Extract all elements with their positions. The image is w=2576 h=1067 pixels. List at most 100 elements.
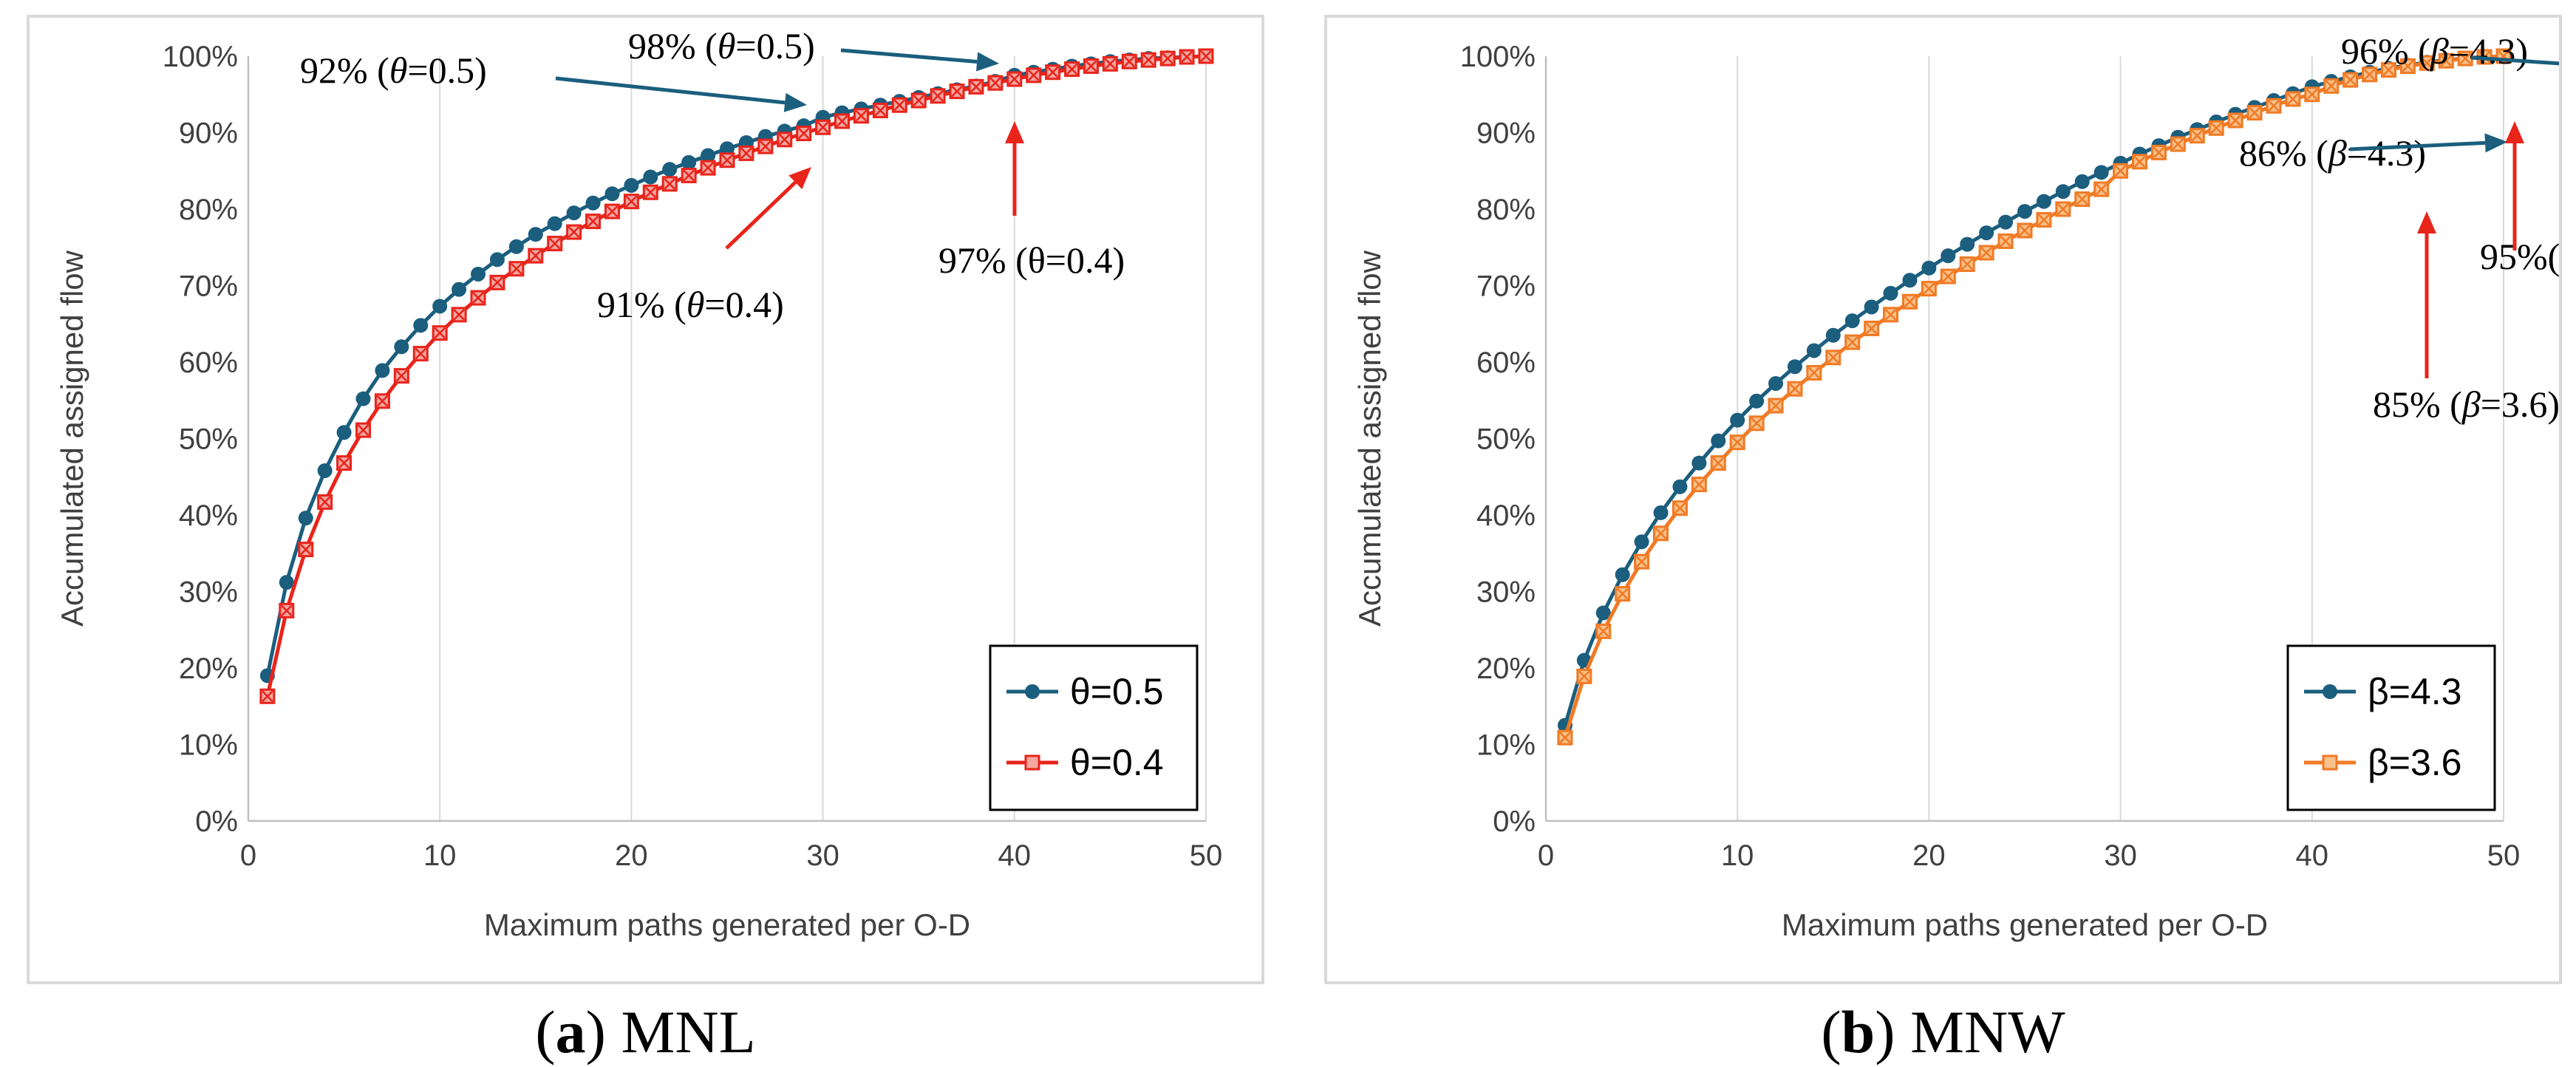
data-point <box>1921 260 1937 276</box>
y-axis-title: Accumulated assigned flow <box>55 250 89 627</box>
data-point <box>1844 313 1860 329</box>
x-tick-label: 0 <box>240 839 256 872</box>
x-tick-label: 30 <box>2104 839 2137 872</box>
annotation-1: 86% (β=4.3) <box>2239 132 2426 174</box>
data-point <box>375 363 390 378</box>
annotation-2: 95%(β =0.4) <box>2480 236 2559 277</box>
data-point <box>2113 163 2129 179</box>
data-point <box>2227 112 2243 129</box>
data-point <box>1844 334 1861 350</box>
data-point <box>1825 327 1841 343</box>
caption-a: (a) MNL <box>535 998 756 1066</box>
y-tick-label: 70% <box>1476 270 1536 303</box>
annotation-eq: =4.3) <box>2449 30 2528 72</box>
data-point <box>1615 567 1630 582</box>
y-tick-label: 50% <box>1476 423 1536 456</box>
x-tick-label: 50 <box>1190 839 1223 872</box>
data-point <box>604 203 620 219</box>
annotation-param: θ <box>389 50 408 91</box>
data-point <box>412 346 429 362</box>
data-point <box>2093 165 2109 180</box>
data-point <box>317 463 333 478</box>
chart-panel-b: 0% 10% 20% 30% 40% 50% 60% 70% 80% 90% 100% 0 10 20 30… <box>1324 15 2562 984</box>
data-point <box>1901 293 1918 310</box>
data-point <box>624 177 639 193</box>
data-point <box>719 152 735 168</box>
data-point <box>1902 273 1918 288</box>
annotation-0: 92% (θ=0.5) <box>300 50 487 91</box>
data-point <box>393 368 409 384</box>
annotation-arrow-head-1 <box>976 52 999 72</box>
x-tick-label: 10 <box>1721 839 1754 872</box>
caption-b-text: MNW <box>1910 998 2065 1066</box>
data-point <box>1979 225 1994 241</box>
data-point <box>757 138 774 154</box>
legend-label-0: θ=0.5 <box>1070 671 1164 712</box>
data-point <box>394 339 409 355</box>
data-point <box>2208 120 2224 136</box>
data-point <box>1960 236 1975 252</box>
data-point <box>1748 415 1765 432</box>
data-point <box>834 113 851 129</box>
data-point <box>910 92 927 109</box>
annotation-eq: =3.6) <box>2481 383 2559 425</box>
legend-box <box>2286 644 2496 811</box>
data-point <box>2380 62 2396 78</box>
data-point <box>700 160 716 176</box>
annotation-value: 97% ( <box>938 239 1028 281</box>
data-point <box>2457 50 2473 67</box>
annotation-arrow-head-2 <box>788 167 811 190</box>
annotation-value: 92% ( <box>300 50 389 91</box>
x-tick-label: 50 <box>2487 839 2521 872</box>
data-point <box>1653 505 1669 520</box>
data-point <box>2150 144 2167 160</box>
data-point <box>1045 64 1061 81</box>
caption-a-text: MNL <box>621 998 756 1066</box>
data-point <box>1140 52 1156 68</box>
legend-marker-1 <box>2322 754 2338 771</box>
data-point <box>623 194 639 210</box>
y-tick-label: 100% <box>163 41 238 73</box>
data-point <box>2017 204 2032 219</box>
data-point <box>815 119 831 135</box>
data-point <box>949 83 965 100</box>
data-point <box>1749 393 1765 409</box>
annotation-param: θ <box>718 25 736 67</box>
data-point <box>777 132 793 148</box>
annotation-arrow-shaft-0 <box>555 76 786 105</box>
data-point <box>1998 214 2014 230</box>
data-point <box>1825 350 1841 366</box>
data-point <box>2362 67 2378 83</box>
data-point <box>2266 98 2282 114</box>
data-point <box>259 688 276 704</box>
data-point <box>355 422 372 438</box>
data-point <box>585 195 601 211</box>
data-point <box>566 205 582 221</box>
y-tick-label: 40% <box>179 500 238 532</box>
data-point <box>1978 245 1994 261</box>
data-point <box>1634 534 1649 550</box>
data-point <box>1921 281 1937 297</box>
data-point <box>891 97 907 113</box>
data-point <box>796 126 812 142</box>
annotation-arrow-shaft-1 <box>840 48 978 64</box>
x-axis-title: Maximum paths generated per O-D <box>1782 907 2268 942</box>
data-point <box>298 542 314 558</box>
annotation-arrow-head-1 <box>2484 133 2507 153</box>
annotation-2: 91% (θ=0.4) <box>597 284 784 325</box>
chart-a-svg: 0% 10% 20% 30% 40% 50% 60% 70% 80% 90% 100% 0 10 20 30… <box>55 25 1223 942</box>
data-point <box>452 282 467 297</box>
y-tick-label: 0% <box>1493 805 1536 838</box>
data-point <box>872 102 888 118</box>
x-tick-label: 40 <box>2296 839 2329 872</box>
data-point <box>470 290 486 306</box>
data-point <box>528 227 543 242</box>
data-point <box>2438 52 2454 69</box>
data-point <box>451 307 467 323</box>
data-point <box>1006 71 1023 87</box>
legend-marker-1 <box>1024 754 1040 771</box>
y-tick-label: 30% <box>179 576 238 609</box>
data-point <box>1595 623 1612 639</box>
y-tick-label: 60% <box>179 347 238 379</box>
caption-b: (b) MNW <box>1821 998 2065 1066</box>
